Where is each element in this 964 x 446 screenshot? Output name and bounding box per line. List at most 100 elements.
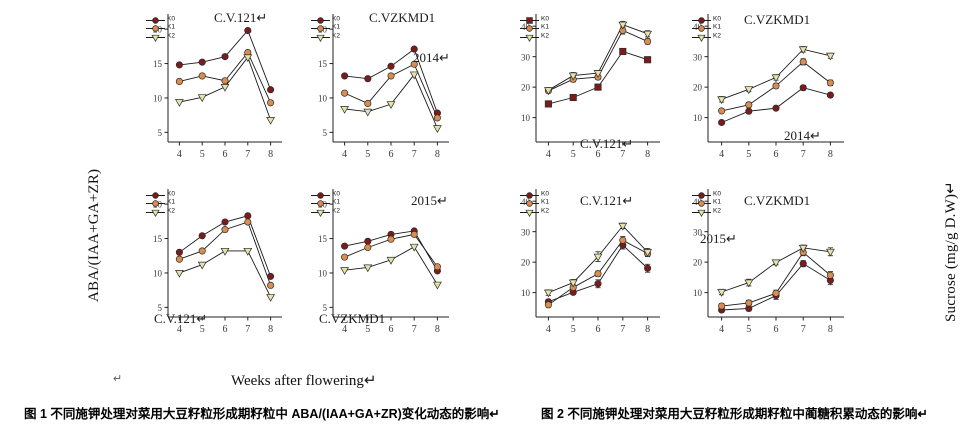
- data-point-K0: [175, 248, 183, 256]
- data-point-K2: [174, 270, 184, 278]
- x-tick-label: 7: [412, 324, 417, 335]
- x-tick-label: 4: [546, 149, 551, 160]
- legend-marker-icon-K1: [692, 24, 711, 33]
- data-point-K1: [772, 82, 780, 90]
- y-tick-label: 5: [158, 303, 163, 313]
- legend-item-K2[interactable]: K2: [146, 207, 175, 217]
- data-point-K0: [198, 58, 206, 66]
- data-point-K2: [825, 248, 835, 257]
- legend-item-K1[interactable]: K1: [146, 198, 175, 208]
- data-point-K0: [410, 45, 418, 53]
- data-point-K2: [197, 261, 207, 270]
- legend-item-K1[interactable]: K1: [311, 23, 340, 33]
- legend-item-K1[interactable]: K1: [692, 199, 721, 208]
- legend-marker-icon-K2: [520, 33, 539, 42]
- plot-year-annotation: 2014↵: [784, 128, 821, 143]
- data-point-K1: [410, 230, 418, 238]
- legend-item-K2[interactable]: K2: [311, 32, 340, 42]
- data-point-K1: [198, 247, 206, 255]
- legend-item-K0[interactable]: K0: [146, 191, 175, 199]
- legend-label: K0: [332, 15, 340, 23]
- legend-item-K2[interactable]: K2: [692, 32, 721, 42]
- legend-item-K2[interactable]: K2: [146, 32, 175, 42]
- y-axis-title-aba: ABA/(IAA+GA+ZR): [86, 168, 102, 302]
- data-point-K1: [244, 218, 252, 226]
- legend-item-K1[interactable]: K1: [692, 24, 721, 33]
- data-point-K2: [798, 46, 808, 55]
- data-point-K2: [568, 279, 578, 288]
- legend-label: K2: [713, 207, 721, 215]
- data-point-K2: [363, 264, 373, 273]
- legend-item-K0[interactable]: K0: [520, 16, 549, 24]
- y-axis-title-sucrose: Sucrose (mg/g D.W)↵: [943, 181, 959, 322]
- x-tick-label: 6: [389, 149, 394, 160]
- legend-item-K0[interactable]: K0: [520, 191, 549, 199]
- data-point-K0: [221, 53, 229, 61]
- legend-item-K0[interactable]: K0: [311, 191, 340, 199]
- legend-item-K2[interactable]: K2: [520, 207, 549, 217]
- data-point-K2: [266, 117, 276, 125]
- plot-area: 10 20 30 40 4 5 6 7 8: [693, 189, 844, 335]
- x-tick-label: 8: [828, 149, 833, 160]
- data-point-K0: [387, 62, 395, 70]
- plot-year-annotation: 2015↵: [700, 231, 737, 246]
- plot-title: C.VZKMD1: [319, 311, 386, 326]
- legend-marker-icon-K2: [146, 33, 165, 42]
- legend-item-K2[interactable]: K2: [520, 32, 549, 42]
- data-point-K1: [175, 255, 183, 263]
- legend-item-K1[interactable]: K1: [520, 24, 549, 33]
- legend-label: K1: [332, 23, 340, 31]
- legend-label: K2: [332, 207, 340, 215]
- subchart-suc-2014-cvzkmd1: 10 20 30 40 4 5 6 7 8 C.VZKMD1 2014↵ K0 K1 K2: [678, 8, 850, 168]
- legend-marker-icon-K1: [692, 199, 711, 208]
- legend-item-K0[interactable]: K0: [311, 16, 340, 24]
- legend-item-K2[interactable]: K2: [692, 207, 721, 217]
- x-tick-label: 6: [389, 324, 394, 335]
- legend-marker-icon-K1: [146, 24, 165, 33]
- subchart-suc-2014-cv121: 10 20 30 40 4 5 6 7 8 C.V.121↵ K0 K1 K2: [506, 8, 666, 168]
- data-point-K2: [243, 54, 253, 63]
- data-point-K2: [174, 99, 184, 107]
- legend-item-K1[interactable]: K1: [520, 199, 549, 208]
- legend: K0 K1 K2: [311, 16, 340, 42]
- data-point-K0: [745, 107, 753, 115]
- data-point-K0: [644, 56, 652, 64]
- subchart-suc-2015-cv121: 10 20 30 40 4 5 6 7 8 C.V.121↵ K0 K1 K2: [506, 183, 666, 343]
- legend-item-K1[interactable]: K1: [146, 24, 175, 33]
- legend-label: K2: [541, 32, 549, 40]
- legend-item-K0[interactable]: K0: [692, 191, 721, 199]
- data-point-K0: [244, 212, 252, 220]
- legend-item-K0[interactable]: K0: [692, 16, 721, 24]
- x-tick-label: 6: [223, 149, 228, 160]
- legend-marker-icon-K2: [311, 33, 330, 42]
- data-point-K1: [619, 236, 627, 244]
- legend: K0 K1 K2: [520, 191, 549, 217]
- plot-title: C.V.121↵: [580, 193, 634, 208]
- legend-item-K2[interactable]: K2: [311, 207, 340, 217]
- data-point-K2: [409, 243, 419, 252]
- y-tick-label: 30: [521, 52, 531, 62]
- data-point-K1: [745, 299, 753, 307]
- data-point-K2: [363, 108, 373, 117]
- legend-label: K1: [167, 198, 175, 206]
- x-tick-label: 5: [200, 324, 205, 335]
- y-tick-label: 20: [521, 83, 531, 93]
- plot-year-annotation: 2015↵: [411, 193, 448, 208]
- plot-area: 10 20 30 40 4 5 6 7 8: [521, 14, 660, 160]
- data-point-K2: [771, 74, 781, 83]
- legend-item-K1[interactable]: K1: [311, 199, 340, 208]
- x-tick-label: 8: [645, 324, 650, 335]
- data-point-K0: [341, 242, 349, 250]
- x-tick-label: 7: [801, 149, 806, 160]
- x-tick-label: 4: [342, 149, 347, 160]
- legend-item-K0[interactable]: K0: [146, 16, 175, 24]
- data-point-K0: [244, 26, 252, 35]
- y-tick-label: 10: [153, 269, 163, 279]
- y-tick-label: 20: [693, 258, 703, 268]
- y-tick-label: 10: [318, 269, 328, 279]
- y-tick-label: 15: [153, 234, 163, 244]
